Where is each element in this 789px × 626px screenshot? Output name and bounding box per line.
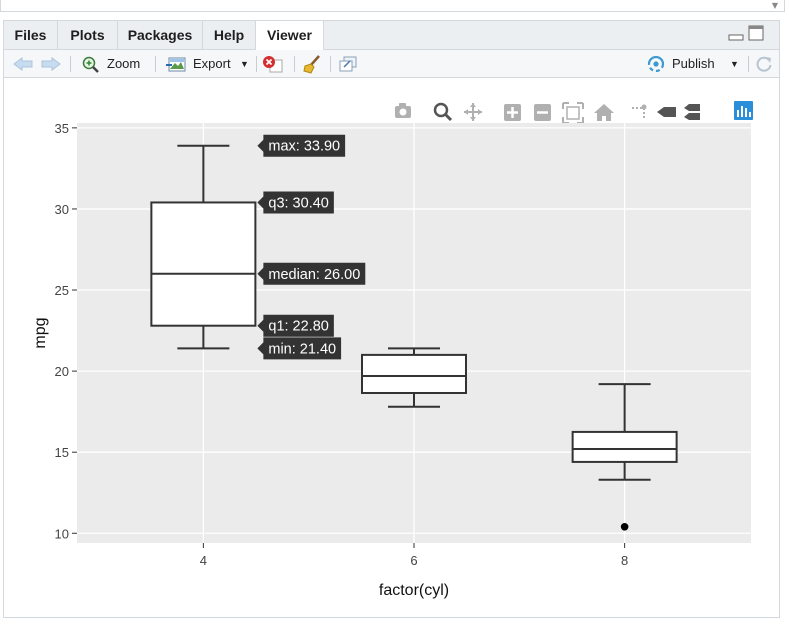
- toolbar-separator: [70, 56, 71, 72]
- box-4[interactable]: [150, 144, 257, 350]
- hover-label-box: [257, 134, 346, 157]
- y-axis: 10 15 20 25 30 35: [55, 121, 77, 541]
- hover-label-text: q3: 30.40: [268, 195, 328, 211]
- toolbar-separator: [330, 56, 331, 72]
- tab-files[interactable]: Files: [4, 21, 58, 49]
- publish-label: Publish: [672, 56, 715, 71]
- spike-lines-icon[interactable]: [632, 104, 647, 121]
- publish-button[interactable]: Publish ▼: [644, 54, 740, 74]
- back-arrow-icon[interactable]: [12, 56, 34, 72]
- tab-plots[interactable]: Plots: [58, 21, 118, 49]
- x-tick-label: 8: [621, 553, 628, 568]
- zoom-button[interactable]: Zoom: [80, 54, 152, 74]
- scroll-down-arrow-icon[interactable]: ▼: [771, 1, 778, 10]
- y-axis-title: mpg: [32, 317, 49, 348]
- tab-viewer[interactable]: Viewer: [256, 21, 324, 50]
- hover-label-box: [257, 337, 342, 360]
- y-tick-label: 25: [55, 283, 69, 298]
- export-image-icon: [166, 57, 186, 72]
- y-tick-label: 30: [55, 202, 69, 217]
- y-tick-label: 10: [55, 526, 69, 541]
- camera-icon[interactable]: [395, 103, 411, 118]
- publish-icon: [647, 56, 665, 72]
- zoom-icon[interactable]: [433, 102, 453, 122]
- viewer-content: 10 15 20 25 30 35 4 6 8 max: 33.90 q3: 30.40 medi…: [4, 78, 779, 617]
- zoom-label: Zoom: [107, 56, 141, 71]
- box-body: [361, 353, 467, 395]
- toolbar-separator: [294, 56, 295, 72]
- console-input-strip: ▼: [0, 0, 785, 12]
- hover-closest-icon[interactable]: [657, 107, 676, 117]
- x-axis: 4 6 8: [200, 543, 628, 568]
- toolbar-separator: [748, 56, 749, 72]
- x-tick-label: 4: [200, 553, 207, 568]
- export-label: Export: [193, 56, 231, 71]
- show-in-new-window-icon[interactable]: [338, 55, 358, 73]
- outlier-point: [620, 522, 629, 531]
- pan-icon[interactable]: [464, 103, 482, 121]
- magnifier-plus-icon: [82, 56, 99, 73]
- reset-axes-icon[interactable]: [594, 104, 614, 121]
- export-dropdown-caret-icon: ▼: [240, 59, 249, 69]
- hover-label: q3: 30.40: [257, 191, 334, 214]
- boxplot-traces[interactable]: [150, 144, 678, 531]
- hover-label: median: 26.00: [257, 262, 366, 285]
- x-axis-title: factor(cyl): [379, 582, 449, 599]
- pane-tab-bar: Files Plots Packages Help Viewer: [4, 21, 779, 50]
- hover-label: max: 33.90: [257, 134, 346, 157]
- box-body: [571, 430, 678, 463]
- y-tick-label: 15: [55, 445, 69, 460]
- box-body: [150, 201, 257, 327]
- export-button[interactable]: Export ▼: [164, 54, 249, 74]
- hover-label: q1: 22.80: [257, 314, 334, 337]
- plotly-boxplot[interactable]: 10 15 20 25 30 35 4 6 8 max: 33.90 q3: 30.40 medi…: [4, 78, 779, 617]
- zoom-out-icon[interactable]: [534, 104, 551, 121]
- zoom-in-icon[interactable]: [504, 104, 521, 121]
- hover-label-text: max: 33.90: [268, 139, 340, 155]
- plotly-modebar: [395, 101, 753, 124]
- maximize-pane-icon[interactable]: [748, 25, 764, 41]
- hover-label-text: median: 26.00: [268, 267, 360, 283]
- tab-help[interactable]: Help: [203, 21, 256, 49]
- hover-tooltips: max: 33.90 q3: 30.40 median: 26.00 q1: 22.8…: [257, 134, 366, 360]
- box-8[interactable]: [571, 383, 678, 531]
- hover-label-text: min: 21.40: [268, 341, 336, 357]
- refresh-icon[interactable]: [754, 54, 774, 74]
- hover-label-box: [257, 314, 334, 337]
- hover-compare-icon[interactable]: [684, 104, 700, 120]
- hover-label-box: [257, 262, 366, 285]
- toolbar-separator: [155, 56, 156, 72]
- box-6[interactable]: [361, 347, 467, 408]
- hover-label-text: q1: 22.80: [268, 319, 328, 335]
- publish-dropdown-caret-icon: ▼: [730, 59, 739, 69]
- remove-viewer-item-icon[interactable]: [262, 55, 284, 73]
- x-tick-label: 6: [410, 553, 417, 568]
- forward-arrow-icon[interactable]: [40, 56, 62, 72]
- y-tick-label: 35: [55, 121, 69, 136]
- hover-label: min: 21.40: [257, 337, 342, 360]
- y-tick-label: 20: [55, 364, 69, 379]
- minimize-pane-icon[interactable]: [728, 29, 744, 41]
- autoscale-icon[interactable]: [562, 102, 584, 124]
- hover-label-box: [257, 191, 334, 214]
- tab-packages[interactable]: Packages: [118, 21, 203, 49]
- plotly-logo-icon[interactable]: [734, 101, 753, 120]
- clear-all-broom-icon[interactable]: [302, 54, 322, 74]
- toolbar-separator: [256, 56, 257, 72]
- viewer-pane: Files Plots Packages Help Viewer Zoo: [3, 20, 780, 618]
- viewer-toolbar: Zoom Export ▼: [4, 50, 779, 78]
